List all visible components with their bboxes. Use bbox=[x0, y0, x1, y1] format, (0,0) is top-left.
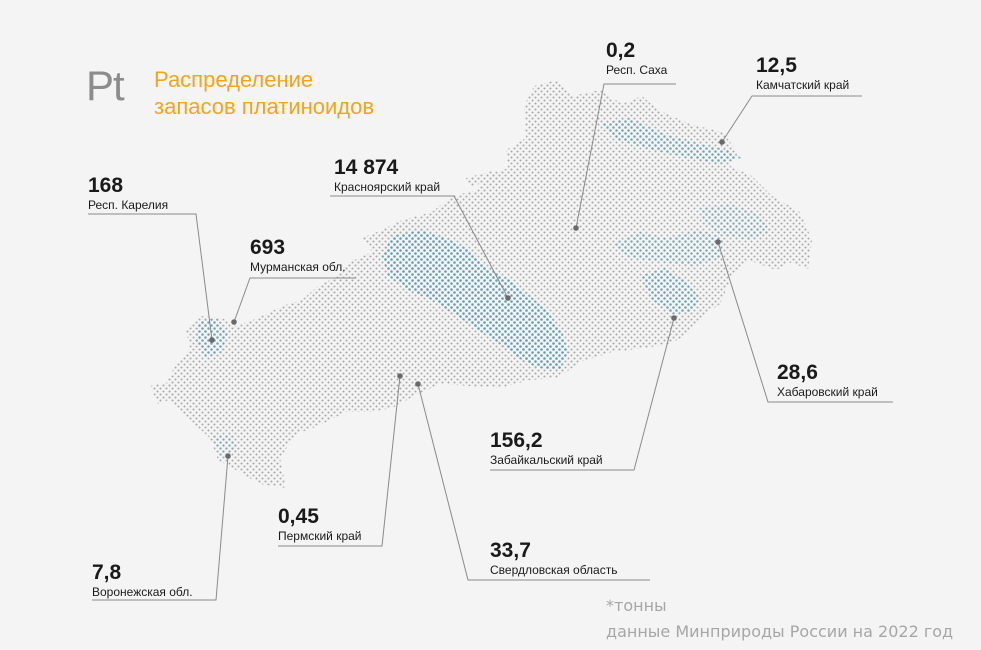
name-zabaikalsky: Забайкальский край bbox=[490, 453, 603, 467]
label-krasnoyarsk: 14 874 Красноярский край bbox=[334, 157, 440, 195]
map-title: Распределение запасов платиноидов bbox=[154, 66, 374, 120]
map-title-line1: Распределение bbox=[154, 67, 314, 92]
name-kamchatka: Камчатский край bbox=[756, 78, 850, 92]
name-karelia: Респ. Карелия bbox=[88, 198, 169, 212]
element-symbol: Pt bbox=[86, 62, 125, 109]
label-murmansk: 693 Мурманская обл. bbox=[250, 237, 346, 275]
leader-line-sverdlovsk bbox=[417, 383, 650, 581]
label-sakha: 0,2 Респ. Саха bbox=[606, 40, 667, 78]
label-kamchatka: 12,5 Камчатский край bbox=[756, 55, 849, 93]
anchor-krasnoyarsk bbox=[505, 295, 511, 301]
leader-line-khabarovsk bbox=[717, 241, 893, 403]
leader-line-perm bbox=[278, 375, 401, 547]
anchor-points bbox=[209, 139, 725, 459]
anchor-sverdlovsk bbox=[415, 381, 421, 387]
value-murmansk: 693 bbox=[250, 236, 286, 259]
leader-line-karelia bbox=[88, 213, 213, 341]
name-sverdlovsk: Свердловская область bbox=[490, 563, 618, 577]
name-voronezh: Воронежская обл. bbox=[92, 585, 193, 599]
name-murmansk: Мурманская обл. bbox=[250, 260, 346, 274]
label-voronezh: 7,8 Воронежская обл. bbox=[92, 562, 193, 600]
krasnoyarsk-region bbox=[382, 230, 568, 370]
zabaikalsky-region bbox=[612, 230, 724, 266]
leader-line-voronezh bbox=[92, 455, 229, 601]
label-zabaikalsky: 156,2 Забайкальский край bbox=[490, 430, 603, 468]
anchor-zabaikalsky bbox=[671, 315, 677, 321]
value-khabarovsk: 28,6 bbox=[777, 361, 818, 384]
anchor-khabarovsk bbox=[715, 239, 721, 245]
footnote-units: *тонны bbox=[606, 596, 667, 615]
leader-line-sakha bbox=[575, 83, 676, 229]
northern-islands-dots bbox=[466, 170, 500, 186]
value-voronezh: 7,8 bbox=[92, 561, 122, 584]
value-sakha: 0,2 bbox=[606, 39, 636, 62]
name-krasnoyarsk: Красноярский край bbox=[334, 180, 441, 194]
value-sverdlovsk: 33,7 bbox=[490, 539, 531, 562]
anchor-murmansk bbox=[231, 319, 237, 325]
anchor-kamchatka bbox=[719, 139, 725, 145]
anchor-perm bbox=[397, 373, 403, 379]
kamchatka-region bbox=[600, 118, 742, 164]
khabarovsk-region bbox=[640, 268, 700, 314]
label-karelia: 168 Респ. Карелия bbox=[88, 175, 168, 213]
voronezh-region bbox=[212, 434, 238, 456]
far-east-blue bbox=[700, 204, 770, 240]
south-west-dots bbox=[150, 382, 174, 404]
value-perm: 0,45 bbox=[278, 505, 319, 528]
name-perm: Пермский край bbox=[278, 529, 362, 543]
map-title-line2: запасов платиноидов bbox=[154, 94, 375, 119]
label-sverdlovsk: 33,7 Свердловская область bbox=[490, 540, 617, 578]
anchor-karelia bbox=[209, 337, 215, 343]
name-sakha: Респ. Саха bbox=[606, 63, 668, 77]
value-zabaikalsky: 156,2 bbox=[490, 429, 543, 452]
label-khabarovsk: 28,6 Хабаровский край bbox=[777, 362, 878, 400]
name-khabarovsk: Хабаровский край bbox=[777, 385, 878, 399]
leader-line-zabaikalsky bbox=[490, 317, 675, 471]
value-karelia: 168 bbox=[88, 174, 124, 197]
footnote-source: данные Минприроды России на 2022 год bbox=[606, 622, 954, 641]
footnote: *тонны данные Минприроды России на 2022 … bbox=[606, 593, 953, 645]
value-krasnoyarsk: 14 874 bbox=[334, 156, 399, 179]
anchor-sakha bbox=[573, 225, 579, 231]
leader-lines bbox=[88, 83, 893, 601]
leader-line-krasnoyarsk bbox=[330, 195, 509, 299]
leader-line-kamchatka bbox=[721, 95, 862, 143]
value-kamchatka: 12,5 bbox=[756, 54, 797, 77]
anchor-voronezh bbox=[225, 453, 231, 459]
leader-line-murmansk bbox=[233, 277, 356, 323]
label-perm: 0,45 Пермский край bbox=[278, 506, 362, 544]
